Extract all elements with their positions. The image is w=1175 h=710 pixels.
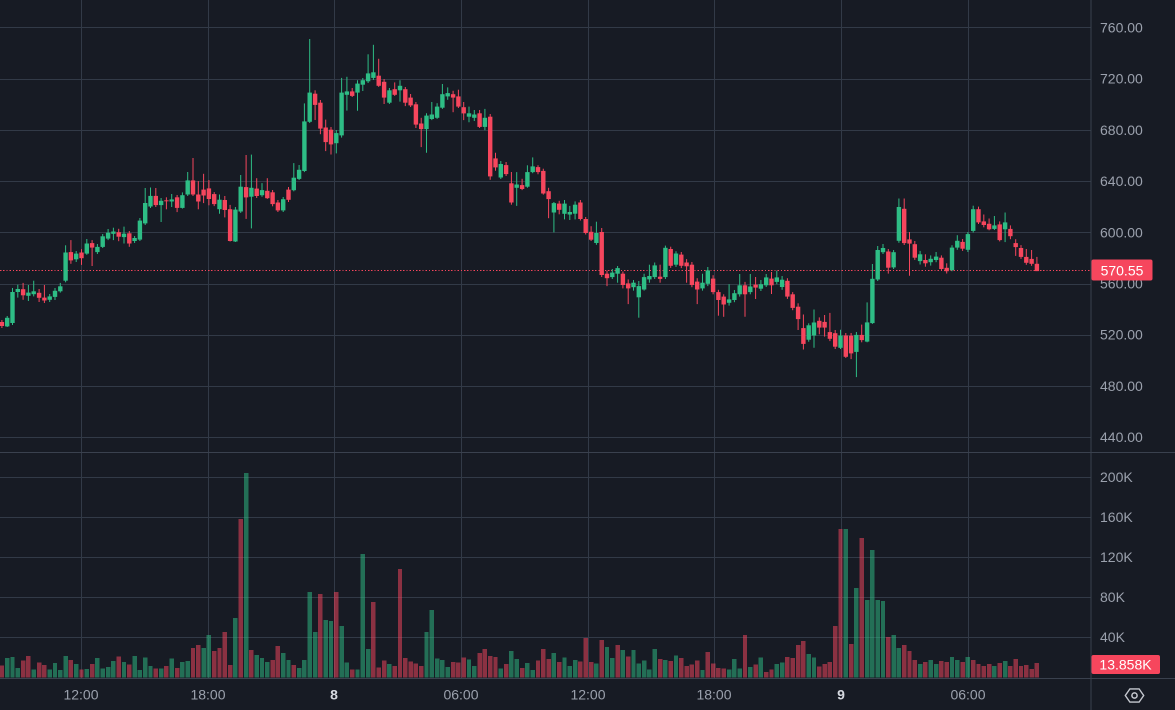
svg-text:760.00: 760.00 (1100, 19, 1143, 35)
svg-text:440.00: 440.00 (1100, 429, 1143, 445)
svg-text:13.858K: 13.858K (1099, 657, 1152, 673)
svg-text:9: 9 (837, 687, 845, 703)
svg-text:18:00: 18:00 (190, 687, 225, 703)
svg-text:680.00: 680.00 (1100, 122, 1143, 138)
svg-text:520.00: 520.00 (1100, 327, 1143, 343)
svg-text:720.00: 720.00 (1100, 71, 1143, 87)
svg-text:06:00: 06:00 (443, 687, 478, 703)
svg-text:80K: 80K (1100, 589, 1126, 605)
svg-text:18:00: 18:00 (696, 687, 731, 703)
svg-text:600.00: 600.00 (1100, 224, 1143, 240)
svg-text:40K: 40K (1100, 629, 1126, 645)
svg-text:12:00: 12:00 (570, 687, 605, 703)
svg-text:200K: 200K (1100, 469, 1133, 485)
svg-text:8: 8 (330, 687, 338, 703)
svg-text:06:00: 06:00 (950, 687, 985, 703)
svg-text:640.00: 640.00 (1100, 173, 1143, 189)
svg-text:160K: 160K (1100, 509, 1133, 525)
svg-text:570.55: 570.55 (1101, 262, 1144, 278)
svg-text:480.00: 480.00 (1100, 378, 1143, 394)
svg-text:12:00: 12:00 (63, 687, 98, 703)
svg-text:120K: 120K (1100, 549, 1133, 565)
